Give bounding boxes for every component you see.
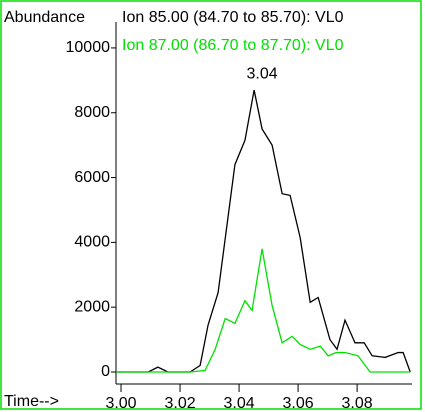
legend-entry: Ion 87.00 (86.70 to 87.70): VL0 [122, 37, 344, 54]
legend-entry: Ion 85.00 (84.70 to 85.70): VL0 [122, 9, 344, 26]
y-tick-label: 4000 [74, 234, 110, 251]
y-tick-label: 2000 [74, 298, 110, 315]
series-line [116, 248, 411, 373]
y-tick-label: 6000 [74, 169, 110, 186]
x-tick-label: 3.08 [342, 395, 373, 412]
x-tick-label: 3.02 [164, 395, 195, 412]
y-axis-label: Abundance [4, 9, 85, 26]
x-tick-label: 3.06 [283, 395, 314, 412]
x-tick-label: 3.00 [105, 395, 136, 412]
y-tick-label: 8000 [74, 104, 110, 121]
y-tick-label: 0 [101, 363, 110, 380]
peak-label: 3.04 [247, 65, 278, 82]
y-tick-label: 10000 [66, 39, 111, 56]
x-tick-label: 3.04 [223, 395, 254, 412]
x-axis-label: Time--> [4, 393, 59, 410]
series-line [116, 89, 411, 373]
